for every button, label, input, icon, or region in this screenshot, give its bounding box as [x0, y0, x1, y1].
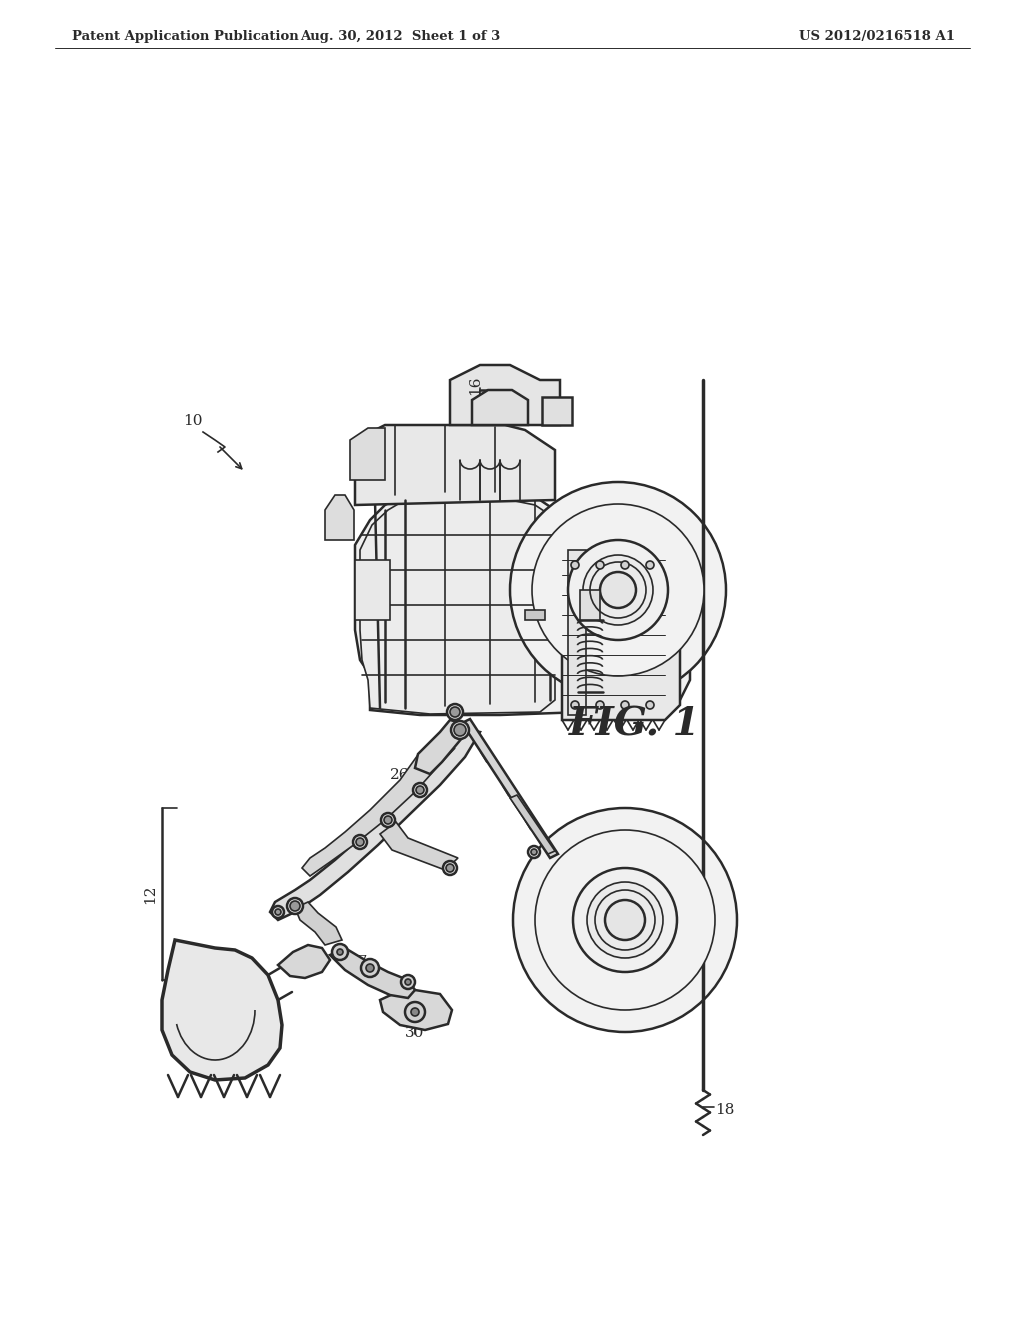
Text: 20: 20	[548, 878, 565, 892]
Polygon shape	[510, 795, 555, 854]
Text: 32: 32	[582, 956, 599, 970]
Circle shape	[411, 1008, 419, 1016]
Circle shape	[596, 561, 604, 569]
Circle shape	[384, 816, 392, 824]
Polygon shape	[355, 425, 555, 506]
Circle shape	[287, 898, 303, 913]
Circle shape	[605, 900, 645, 940]
Polygon shape	[355, 560, 390, 620]
Polygon shape	[380, 990, 452, 1030]
Circle shape	[356, 838, 364, 846]
Circle shape	[416, 785, 424, 795]
Circle shape	[447, 704, 463, 719]
Polygon shape	[360, 500, 555, 714]
Polygon shape	[380, 822, 458, 870]
Text: FIG. 1: FIG. 1	[569, 706, 700, 744]
Text: 28: 28	[562, 862, 580, 876]
Polygon shape	[355, 495, 690, 715]
Circle shape	[413, 783, 427, 797]
Circle shape	[406, 979, 411, 985]
Polygon shape	[278, 945, 330, 978]
Circle shape	[406, 1002, 425, 1022]
Text: 26: 26	[390, 768, 410, 781]
Circle shape	[353, 836, 367, 849]
Circle shape	[290, 902, 300, 911]
Circle shape	[361, 960, 379, 977]
Polygon shape	[270, 729, 480, 920]
Circle shape	[381, 813, 395, 828]
Circle shape	[366, 964, 374, 972]
Text: Patent Application Publication: Patent Application Publication	[72, 30, 299, 44]
Polygon shape	[162, 940, 282, 1080]
Text: 17: 17	[348, 954, 368, 969]
Polygon shape	[350, 428, 385, 480]
Polygon shape	[295, 902, 342, 945]
Circle shape	[535, 830, 715, 1010]
Circle shape	[337, 949, 343, 954]
Bar	[525, 610, 545, 620]
Circle shape	[587, 882, 663, 958]
Text: 18: 18	[715, 1104, 734, 1117]
Circle shape	[332, 944, 348, 960]
Circle shape	[583, 554, 653, 624]
Polygon shape	[472, 389, 528, 425]
Circle shape	[510, 482, 726, 698]
Circle shape	[600, 572, 636, 609]
Circle shape	[454, 723, 466, 737]
Polygon shape	[450, 366, 560, 425]
Bar	[568, 550, 586, 715]
Bar	[542, 397, 572, 425]
Circle shape	[443, 861, 457, 875]
Polygon shape	[462, 719, 558, 858]
Circle shape	[621, 561, 629, 569]
Circle shape	[450, 708, 460, 717]
Circle shape	[531, 849, 537, 855]
Circle shape	[272, 906, 284, 917]
Circle shape	[571, 701, 579, 709]
Text: 30: 30	[406, 1026, 425, 1040]
Circle shape	[621, 701, 629, 709]
Text: 16: 16	[468, 375, 482, 395]
Text: 14: 14	[208, 1003, 227, 1016]
Bar	[580, 590, 600, 620]
Circle shape	[568, 540, 668, 640]
Circle shape	[446, 865, 454, 873]
Circle shape	[646, 561, 654, 569]
Polygon shape	[562, 550, 680, 719]
Circle shape	[571, 561, 579, 569]
Circle shape	[513, 808, 737, 1032]
Polygon shape	[330, 948, 415, 998]
Text: US 2012/0216518 A1: US 2012/0216518 A1	[799, 30, 955, 44]
Circle shape	[528, 846, 540, 858]
Polygon shape	[325, 495, 354, 540]
Text: 10: 10	[183, 414, 203, 428]
Circle shape	[573, 869, 677, 972]
Circle shape	[532, 504, 705, 676]
Circle shape	[275, 909, 281, 915]
Circle shape	[401, 975, 415, 989]
Polygon shape	[302, 748, 455, 876]
Circle shape	[596, 701, 604, 709]
Polygon shape	[415, 719, 465, 774]
Text: 12: 12	[143, 884, 157, 904]
Circle shape	[451, 721, 469, 739]
Circle shape	[646, 701, 654, 709]
Text: Aug. 30, 2012  Sheet 1 of 3: Aug. 30, 2012 Sheet 1 of 3	[300, 30, 500, 44]
